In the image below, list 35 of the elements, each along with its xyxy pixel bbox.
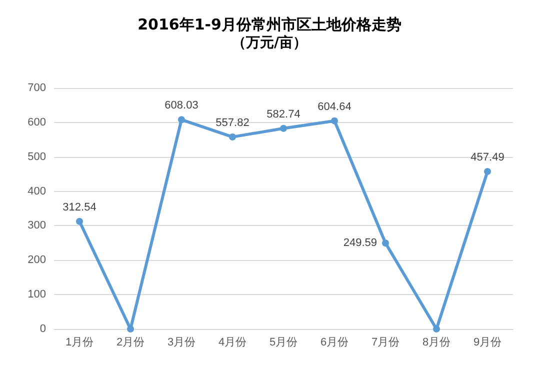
point [484,168,491,175]
data-label: 604.64 [318,100,352,113]
x-tick-label: 4月份 [218,336,247,348]
data-label: 608.03 [164,100,198,112]
x-tick-label: 3月份 [167,336,196,348]
point [178,116,185,124]
x-tick-label: 8月份 [422,336,451,348]
x-tick-label: 1月份 [65,336,94,348]
y-tick-label: 100 [28,288,46,301]
data-label: 312.54 [62,201,96,214]
x-tick-label: 7月份 [371,336,400,348]
y-tick-label: 300 [28,220,46,232]
point [127,326,134,332]
point [76,218,83,225]
x-tick-label: 5月份 [269,336,298,348]
x-tick-label: 9月份 [473,336,502,348]
point [382,240,389,247]
data-label: 557.82 [216,116,250,129]
y-tick-label: 600 [28,116,46,128]
chart-subtitle: （万元/亩） [232,34,308,51]
y-tick-label: 500 [28,150,46,163]
data-label: 249.59 [343,237,377,250]
y-tick-label: 700 [28,82,46,94]
x-tick-label: 2月份 [116,336,145,348]
point [331,117,338,124]
point [433,326,440,332]
y-tick-label: 200 [28,254,46,266]
data-label: 457.49 [470,151,504,164]
point [229,133,236,140]
data-label: 582.74 [266,108,300,120]
chart-title: 2016年1-9月份常州市区土地价格走势 [138,16,402,34]
y-tick-label: 0 [40,323,46,335]
x-tick-label: 6月份 [320,336,349,348]
y-tick-label: 400 [28,185,46,198]
point [280,124,287,132]
